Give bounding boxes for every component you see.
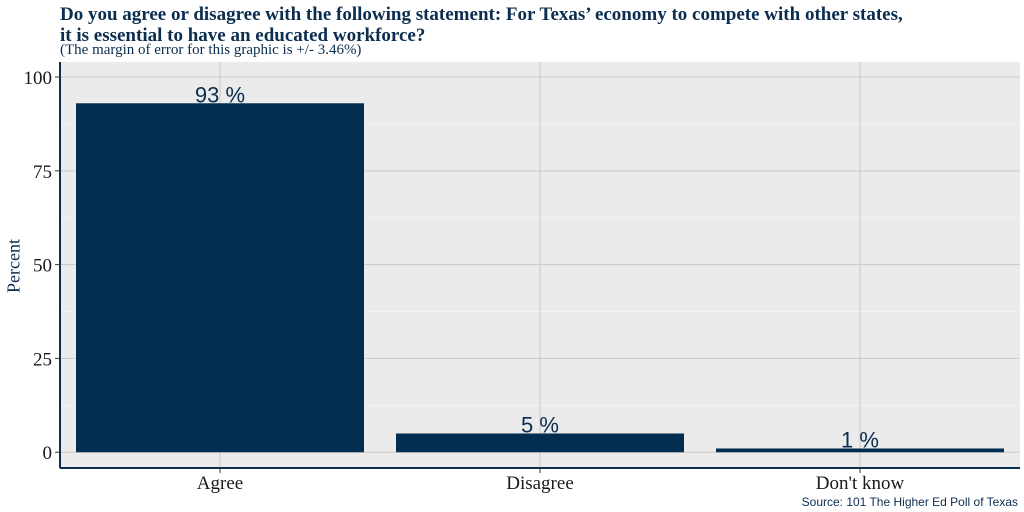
- x-tick-label: Disagree: [506, 473, 574, 494]
- y-tick-label: 0: [43, 443, 53, 464]
- data-label-2: 5 %: [521, 412, 559, 437]
- bar-3: [716, 448, 1004, 453]
- chart-subtitle: (The margin of error for this graphic is…: [60, 42, 362, 58]
- x-tick-label: Don't know: [816, 473, 905, 494]
- y-tick-label: 50: [33, 256, 52, 277]
- y-tick-label: 25: [33, 349, 52, 370]
- data-label-1: 93 %: [195, 82, 245, 107]
- bar-1: [76, 103, 364, 453]
- y-tick-label: 75: [33, 162, 52, 183]
- data-label-3: 1 %: [841, 427, 879, 452]
- source-note: Source: 101 The Higher Ed Poll of Texas: [801, 495, 1018, 509]
- x-tick-label: Agree: [197, 473, 243, 494]
- chart-title: Do you agree or disagree with the follow…: [60, 4, 1000, 46]
- y-tick-label: 100: [24, 68, 53, 89]
- bar-2: [396, 433, 684, 453]
- chart-title-line-1: Do you agree or disagree with the follow…: [60, 4, 903, 25]
- chart-title-line-2: it is essential to have an educated work…: [60, 25, 426, 46]
